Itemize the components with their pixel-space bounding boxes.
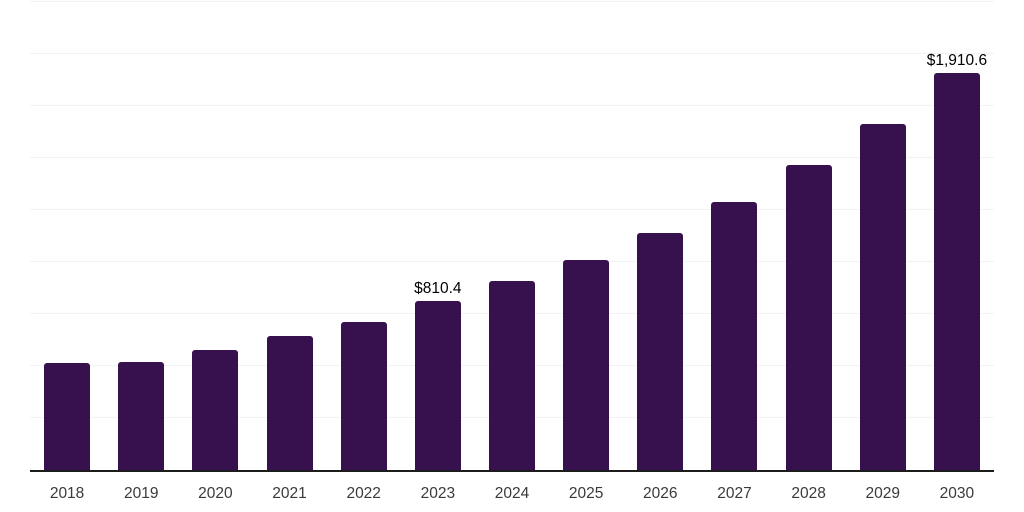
x-tick-2019: 2019 <box>123 485 159 502</box>
bar-2024 <box>489 280 535 470</box>
bar-2030 <box>933 72 980 470</box>
bar-2022 <box>340 321 387 470</box>
bar-2021 <box>266 335 313 470</box>
bar-2020 <box>192 350 239 470</box>
gridline-1000 <box>30 261 994 262</box>
gridline-1250 <box>30 209 994 210</box>
x-tick-2021: 2021 <box>272 485 307 502</box>
bar-2028 <box>785 165 832 470</box>
x-tick-2020: 2020 <box>198 485 233 502</box>
bar-2023 <box>414 301 461 470</box>
gridline-1750 <box>30 105 994 106</box>
gridline-2250 <box>30 1 994 2</box>
x-tick-2025: 2025 <box>568 485 604 502</box>
bar-2027 <box>711 202 758 470</box>
x-tick-2030: 2030 <box>939 485 975 502</box>
x-tick-2024: 2024 <box>494 485 530 502</box>
x-axis-labels: 2018 2019 2020 2021 2022 2023 2024 2025 2026 2027… <box>30 484 994 506</box>
bar-2029 <box>859 123 906 470</box>
x-tick-2023: 2023 <box>420 485 456 502</box>
x-tick-2027: 2027 <box>717 485 752 502</box>
data-label-2023: $810.4 <box>414 280 462 298</box>
bar-2019 <box>118 361 165 470</box>
gridline-1500 <box>30 157 994 158</box>
bar-2026 <box>637 232 684 470</box>
x-axis-line <box>30 470 994 472</box>
x-tick-2029: 2029 <box>865 485 901 502</box>
x-tick-2018: 2018 <box>49 485 85 502</box>
plot-area: $810.4 $1,910.6 <box>30 1 994 472</box>
gridline-2000 <box>30 53 994 54</box>
bar-2018 <box>44 362 91 470</box>
x-tick-2028: 2028 <box>791 485 826 502</box>
data-label-2030: $1,910.6 <box>926 51 988 69</box>
bar-2025 <box>563 259 610 470</box>
x-tick-2026: 2026 <box>643 485 678 502</box>
x-tick-2022: 2022 <box>346 485 381 502</box>
